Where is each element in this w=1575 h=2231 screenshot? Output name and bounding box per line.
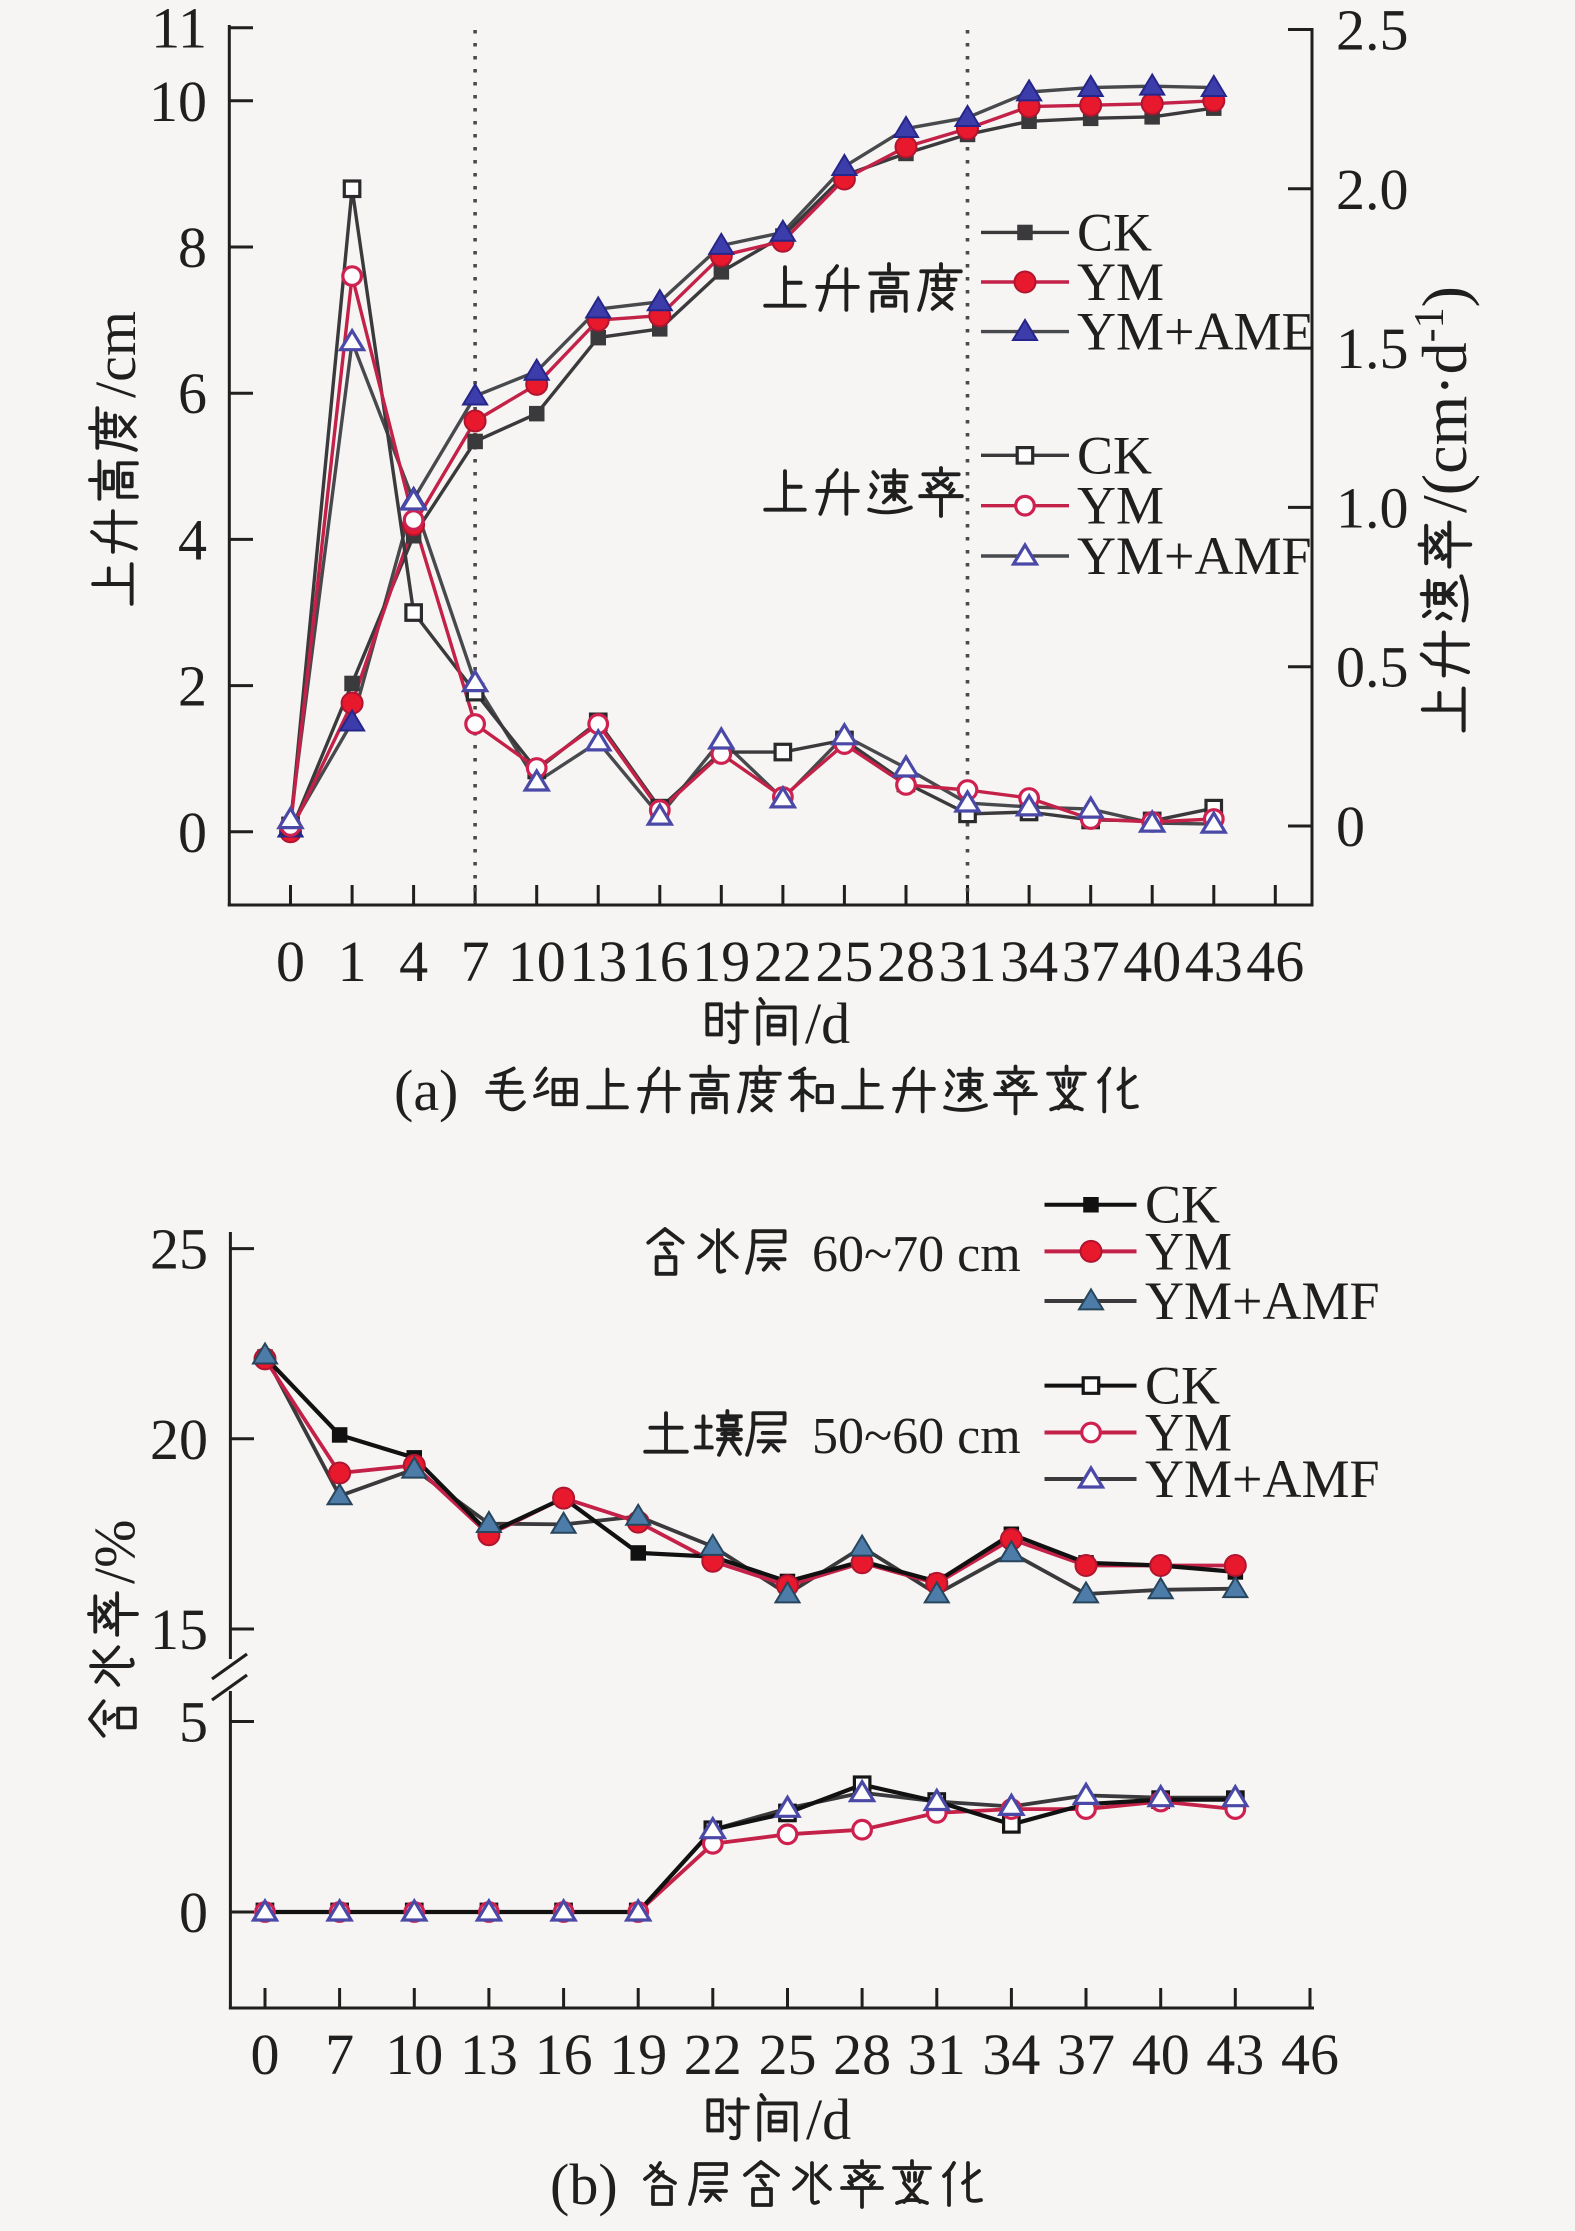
svg-text:YM+AMF: YM+AMF [1077,526,1312,586]
svg-text:1.5: 1.5 [1336,316,1409,381]
svg-text:25: 25 [815,929,873,994]
svg-text:46: 46 [1281,2022,1339,2087]
svg-text:10: 10 [385,2022,443,2087]
svg-text:YM+AMF: YM+AMF [1145,1449,1380,1509]
svg-text:4: 4 [178,507,207,572]
svg-text:13: 13 [460,2022,518,2087]
svg-text:31: 31 [939,929,997,994]
svg-text:1: 1 [338,929,367,994]
svg-text:(b): (b) [550,2152,618,2217]
svg-text:20: 20 [150,1407,208,1472]
svg-text:7: 7 [461,929,490,994]
svg-text:(a): (a) [394,1058,458,1123]
svg-text:16: 16 [631,929,689,994]
svg-text:YM: YM [1145,1221,1232,1281]
svg-text:0.5: 0.5 [1336,635,1409,700]
svg-text:CK: CK [1145,1175,1220,1235]
svg-text:60~70 cm: 60~70 cm [812,1226,1021,1283]
svg-text:22: 22 [754,929,812,994]
svg-text:2: 2 [178,654,207,719]
svg-text:0: 0 [1336,794,1365,859]
svg-text:YM: YM [1145,1403,1232,1463]
svg-text:40: 40 [1123,929,1181,994]
svg-text:50~60 cm: 50~60 cm [812,1408,1021,1465]
svg-text:1.0: 1.0 [1336,475,1409,540]
svg-text:11: 11 [151,0,207,61]
svg-text:15: 15 [150,1597,208,1662]
svg-text:10: 10 [149,69,207,134]
svg-text:CK: CK [1077,425,1152,485]
svg-text:/cm: /cm [83,311,148,398]
svg-text:YM+AMF: YM+AMF [1145,1271,1380,1331]
svg-text:25: 25 [759,2022,817,2087]
svg-text:/d: /d [806,2087,851,2152]
svg-text:19: 19 [692,929,750,994]
svg-text:0: 0 [179,1880,208,1945]
svg-text:8: 8 [178,215,207,280]
svg-text:2.0: 2.0 [1336,157,1409,222]
svg-text:34: 34 [982,2022,1040,2087]
svg-text:6: 6 [178,361,207,426]
svg-text:37: 37 [1057,2022,1115,2087]
svg-text:4: 4 [399,929,428,994]
svg-text:0: 0 [276,929,305,994]
svg-text:22: 22 [684,2022,742,2087]
svg-text:5: 5 [179,1690,208,1755]
svg-text:0: 0 [251,2022,280,2087]
svg-text:28: 28 [833,2022,891,2087]
svg-text:43: 43 [1206,2022,1264,2087]
svg-text:19: 19 [609,2022,667,2087]
svg-text:25: 25 [150,1217,208,1282]
svg-text:10: 10 [508,929,566,994]
svg-text:2.5: 2.5 [1336,0,1409,63]
svg-text:/d: /d [805,991,850,1056]
svg-text:40: 40 [1132,2022,1190,2087]
svg-text:13: 13 [569,929,627,994]
svg-text:34: 34 [1000,929,1058,994]
svg-text:37: 37 [1062,929,1120,994]
svg-text:CK: CK [1145,1356,1220,1416]
svg-text:46: 46 [1246,929,1304,994]
svg-text:YM+AMF: YM+AMF [1077,302,1312,362]
svg-text:31: 31 [908,2022,966,2087]
svg-text:28: 28 [877,929,935,994]
svg-text:43: 43 [1185,929,1243,994]
svg-text:16: 16 [535,2022,593,2087]
svg-text:YM: YM [1077,252,1164,312]
svg-text:CK: CK [1077,202,1152,262]
svg-text:YM: YM [1077,476,1164,536]
svg-text:0: 0 [178,800,207,865]
svg-text:7: 7 [325,2022,354,2087]
svg-text:/%: /% [82,1520,147,1584]
